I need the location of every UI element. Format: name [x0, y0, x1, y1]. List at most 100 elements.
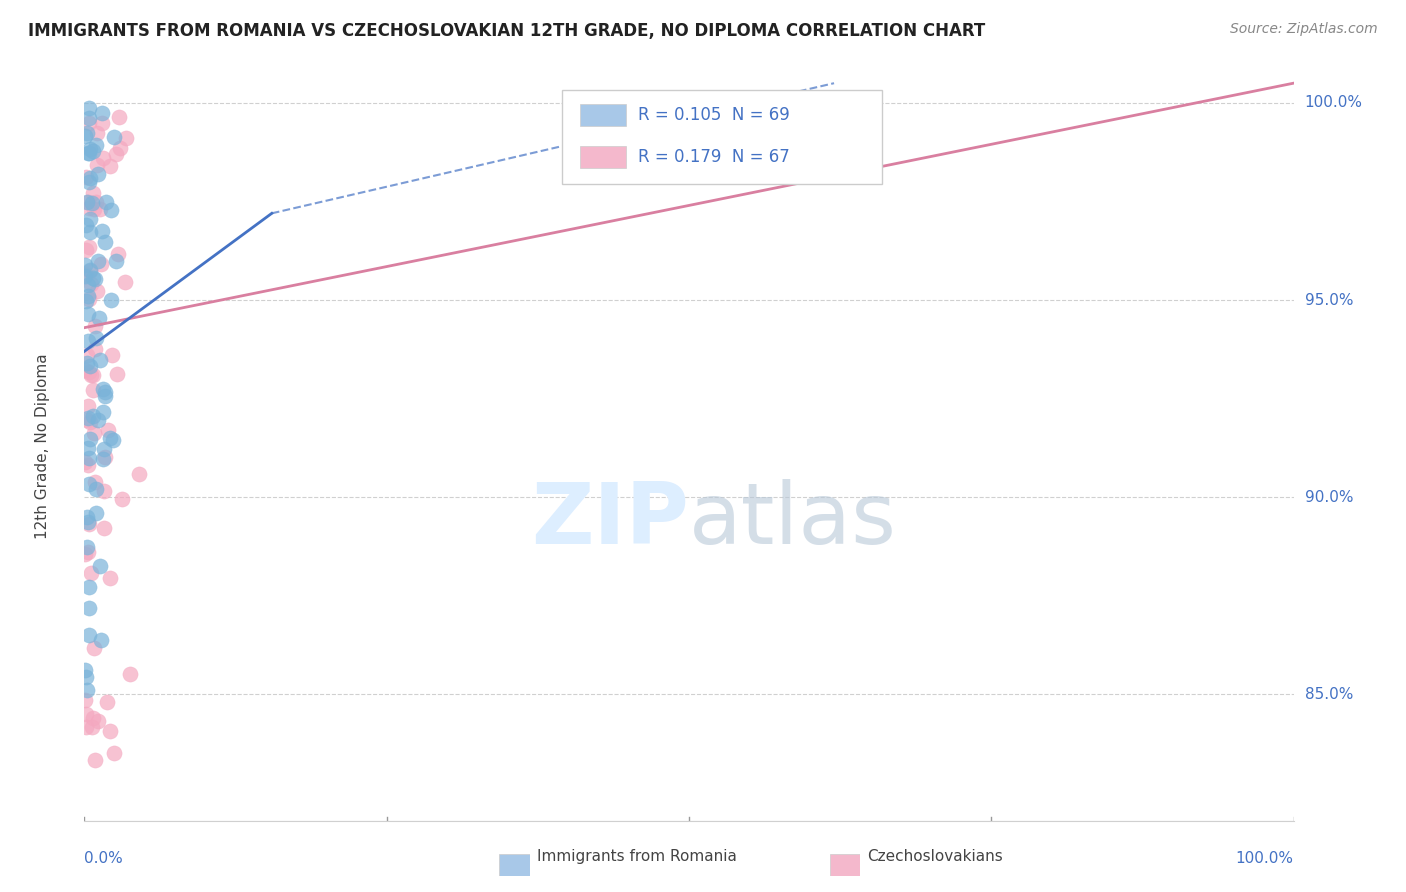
Point [82, 711, 104, 725]
Text: R = 0.179  N = 67: R = 0.179 N = 67 [638, 148, 790, 166]
Point [79, 359, 101, 374]
Text: Immigrants from Romania: Immigrants from Romania [537, 849, 737, 863]
Point [79, 142, 101, 156]
Point [103, 746, 125, 760]
Point [80, 195, 103, 210]
Point [75, 670, 97, 684]
Point [76, 413, 98, 427]
Point [100, 293, 122, 307]
Point [77, 146, 100, 161]
Point [82, 721, 104, 735]
Point [90, 116, 112, 130]
Point [84, 137, 107, 152]
Point [89, 202, 111, 216]
Point [105, 368, 128, 382]
Point [98, 159, 121, 173]
Point [76, 126, 98, 140]
Text: 85.0%: 85.0% [1305, 687, 1353, 702]
Text: Source: ZipAtlas.com: Source: ZipAtlas.com [1230, 22, 1378, 37]
Point [96, 194, 118, 209]
Point [89, 352, 111, 367]
Point [76, 510, 98, 524]
Point [128, 467, 150, 481]
Point [73, 547, 96, 561]
Point [93, 520, 115, 534]
Point [98, 724, 121, 739]
Text: 100.0%: 100.0% [1305, 95, 1362, 111]
Point [90, 257, 112, 271]
Point [80, 566, 103, 581]
Point [87, 253, 110, 268]
Point [75, 129, 97, 144]
Point [86, 126, 108, 140]
Point [83, 202, 105, 216]
Point [75, 720, 97, 734]
Point [84, 331, 107, 345]
Point [91, 405, 114, 419]
Point [79, 433, 101, 447]
Point [90, 633, 112, 648]
Point [77, 289, 100, 303]
Point [77, 201, 100, 215]
FancyBboxPatch shape [562, 90, 883, 184]
Point [104, 253, 127, 268]
Point [84, 482, 107, 496]
Point [101, 348, 124, 362]
Point [87, 311, 110, 326]
Point [87, 714, 110, 728]
Point [75, 269, 97, 284]
Point [96, 695, 118, 709]
Text: 100.0%: 100.0% [1236, 851, 1294, 866]
Point [104, 147, 127, 161]
Point [75, 706, 97, 721]
Point [77, 628, 100, 642]
Text: R = 0.105  N = 69: R = 0.105 N = 69 [638, 106, 790, 124]
Point [108, 141, 131, 155]
Point [79, 263, 101, 277]
Point [84, 195, 107, 210]
Text: IMMIGRANTS FROM ROMANIA VS CZECHOSLOVAKIAN 12TH GRADE, NO DIPLOMA CORRELATION CH: IMMIGRANTS FROM ROMANIA VS CZECHOSLOVAKI… [28, 22, 986, 40]
Point [100, 431, 122, 445]
Point [77, 580, 100, 594]
Point [86, 284, 108, 298]
Point [89, 558, 111, 573]
Point [77, 477, 100, 491]
Point [79, 112, 101, 126]
Point [73, 455, 96, 469]
Point [76, 146, 98, 161]
Point [79, 277, 101, 291]
Point [77, 240, 100, 254]
Point [87, 167, 110, 181]
Point [98, 570, 121, 584]
Point [76, 540, 98, 554]
Point [107, 247, 129, 261]
Point [91, 451, 114, 466]
Point [108, 110, 131, 124]
Point [77, 516, 100, 530]
Point [76, 544, 98, 558]
Point [76, 356, 98, 370]
Bar [581, 103, 626, 126]
Point [79, 212, 101, 227]
Point [86, 158, 108, 172]
Point [82, 409, 104, 423]
Point [111, 492, 134, 507]
Point [84, 475, 107, 489]
Point [77, 116, 100, 130]
Point [114, 275, 136, 289]
Point [76, 458, 98, 473]
Point [82, 368, 104, 382]
Text: 95.0%: 95.0% [1305, 293, 1353, 308]
Point [94, 389, 117, 403]
Point [91, 106, 114, 120]
Point [80, 368, 103, 382]
Point [76, 682, 98, 697]
Point [120, 667, 142, 681]
Point [75, 218, 97, 232]
Point [84, 342, 107, 356]
Point [79, 365, 101, 379]
Point [79, 170, 101, 185]
Point [84, 272, 107, 286]
Point [76, 278, 98, 293]
Text: ZIP: ZIP [531, 479, 689, 563]
